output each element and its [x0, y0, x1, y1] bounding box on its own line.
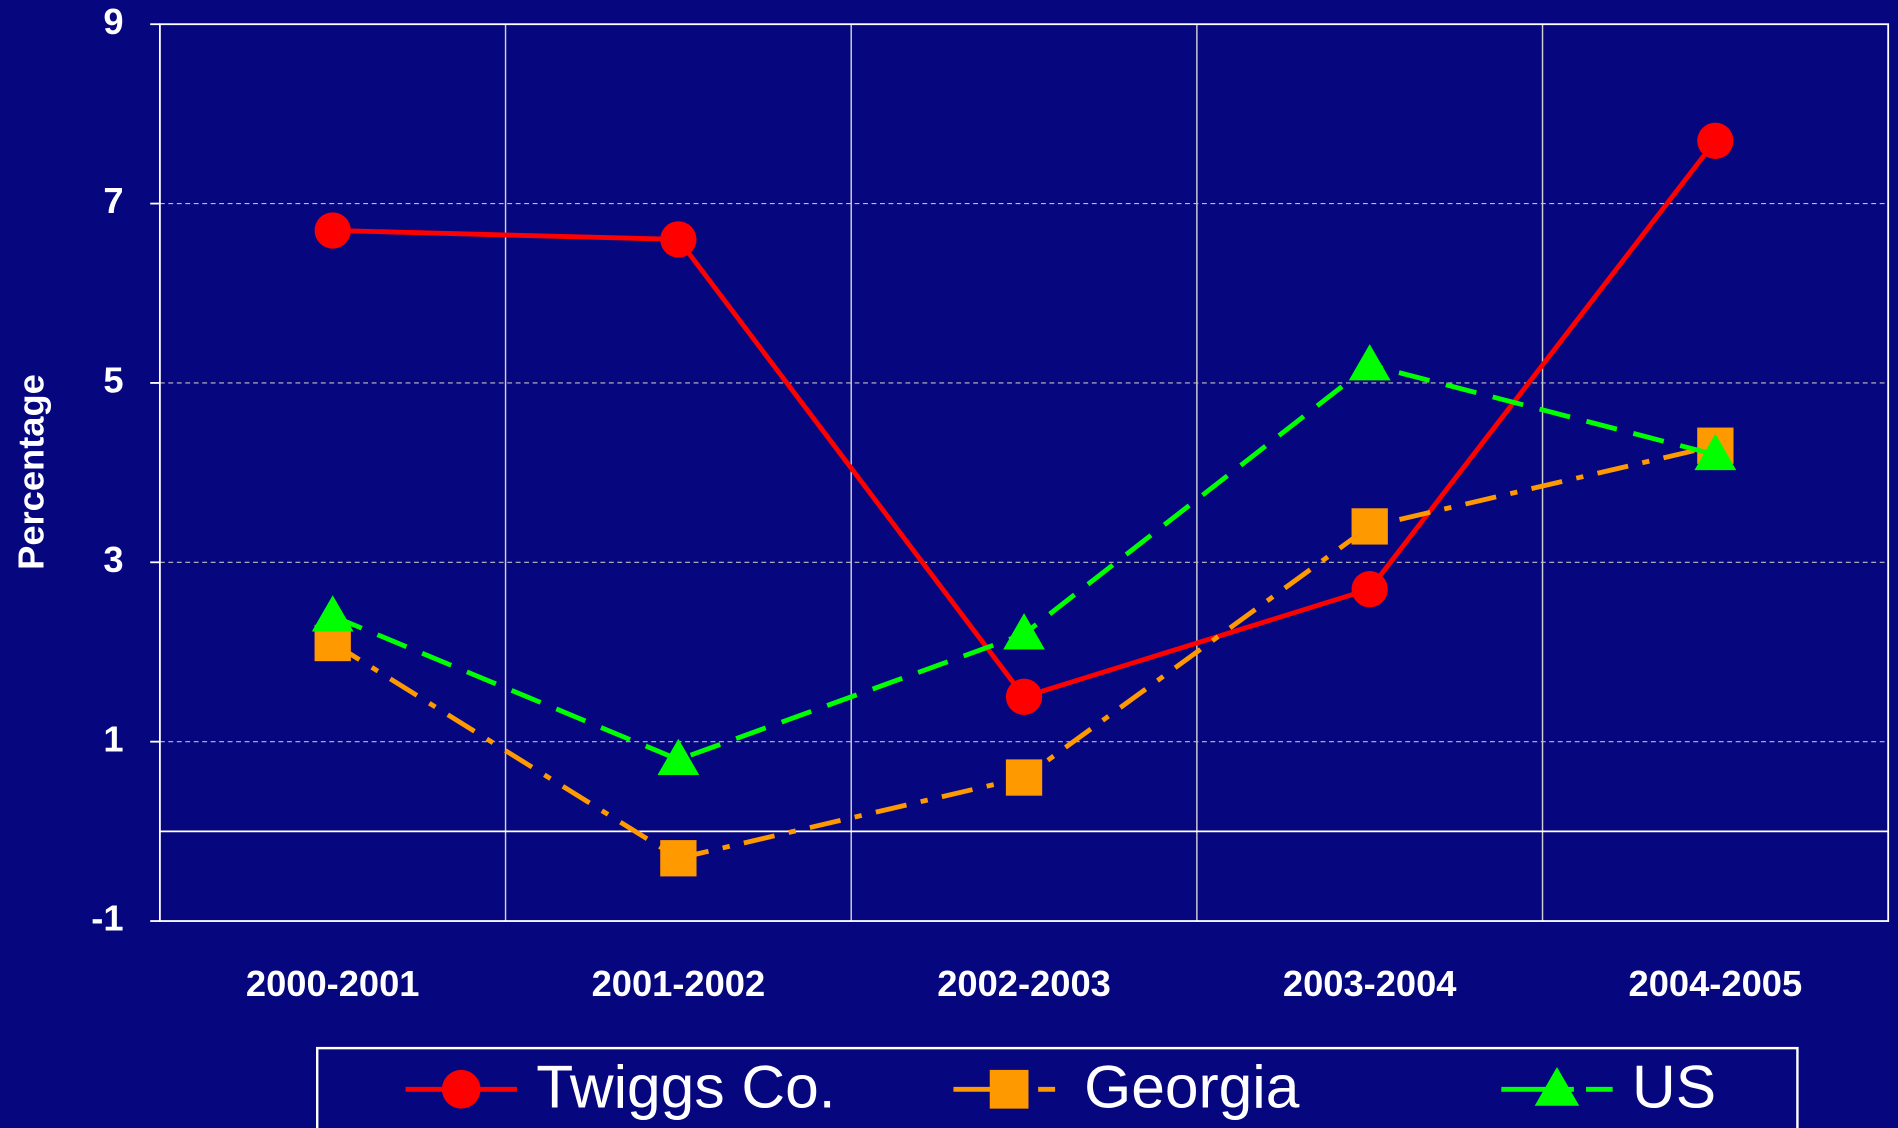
y-tick-label: 3	[103, 539, 123, 580]
marker-circle	[660, 221, 697, 258]
marker-circle	[441, 1069, 481, 1109]
y-axis-label: Percentage	[11, 374, 52, 570]
legend-label: Georgia	[1084, 1053, 1300, 1121]
marker-circle	[1697, 122, 1734, 159]
marker-square	[1351, 508, 1388, 545]
marker-triangle	[311, 595, 354, 632]
marker-square	[660, 840, 697, 877]
marker-square	[989, 1069, 1029, 1109]
y-tick-label: -1	[91, 898, 123, 939]
legend-label: Twiggs Co.	[536, 1053, 835, 1121]
legend-label: US	[1632, 1053, 1716, 1121]
marker-circle	[1351, 571, 1388, 608]
plot-frame	[158, 23, 1890, 922]
marker-triangle	[1348, 344, 1391, 381]
marker-triangle	[1003, 613, 1045, 650]
y-tick-label: 5	[103, 360, 123, 401]
x-tick-label: 2000-2001	[246, 963, 420, 1004]
y-tick-label: 1	[103, 718, 123, 759]
y-tick-label: 9	[103, 1, 123, 42]
marker-square	[1005, 759, 1043, 796]
y-tick-label: 7	[103, 180, 123, 221]
x-tick-label: 2004-2005	[1629, 963, 1803, 1004]
x-tick-label: 2002-2003	[937, 963, 1111, 1004]
marker-triangle	[1534, 1067, 1580, 1106]
marker-triangle	[657, 738, 700, 776]
marker-circle	[1005, 678, 1043, 715]
x-tick-label: 2003-2004	[1283, 963, 1457, 1004]
marker-circle	[314, 212, 351, 249]
marker-triangle	[1694, 433, 1737, 471]
x-tick-label: 2001-2002	[592, 963, 766, 1004]
